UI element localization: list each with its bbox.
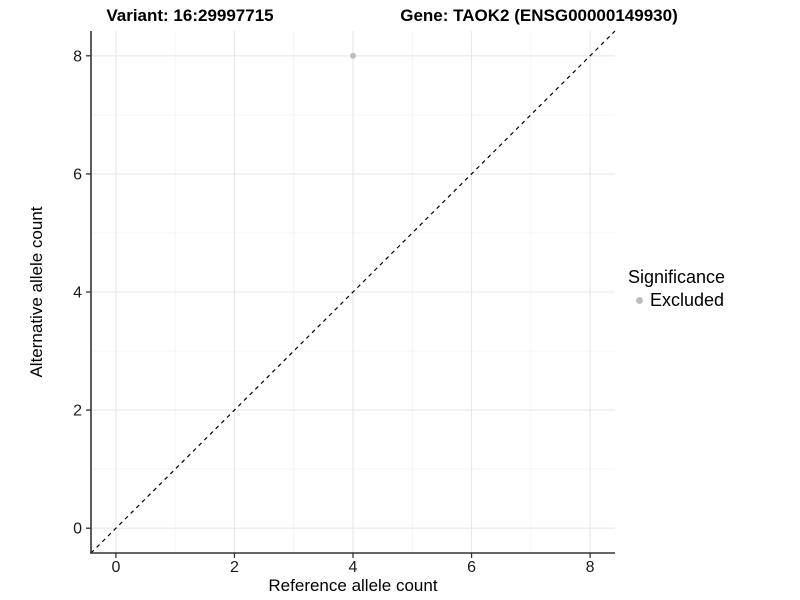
x-axis-title: Reference allele count (268, 576, 438, 595)
x-tick-label: 6 (467, 559, 476, 576)
legend: Significance Excluded (628, 266, 725, 312)
x-tick-label: 0 (111, 559, 120, 576)
y-tick-label: 2 (73, 403, 82, 420)
legend-item-label: Excluded (650, 290, 725, 310)
identity-reference-line (90, 30, 616, 554)
x-tick-label: 8 (586, 559, 595, 576)
gene-title: Gene: TAOK2 (ENSG00000149930) (400, 6, 678, 25)
y-tick-label: 6 (73, 166, 82, 183)
legend-item-excluded: Excluded (628, 288, 725, 312)
excluded-point-icon (636, 296, 643, 304)
y-axis-title: Alternative allele count (27, 206, 46, 378)
y-tick-label: 0 (73, 521, 82, 538)
variant-title: Variant: 16:29997715 (106, 6, 274, 25)
legend-title: Significance (628, 267, 726, 287)
x-tick-label: 2 (230, 559, 239, 576)
x-tick-label: 4 (349, 559, 358, 576)
y-tick-label: 8 (73, 48, 82, 65)
y-tick-label: 4 (73, 285, 82, 302)
data-point (350, 52, 356, 59)
